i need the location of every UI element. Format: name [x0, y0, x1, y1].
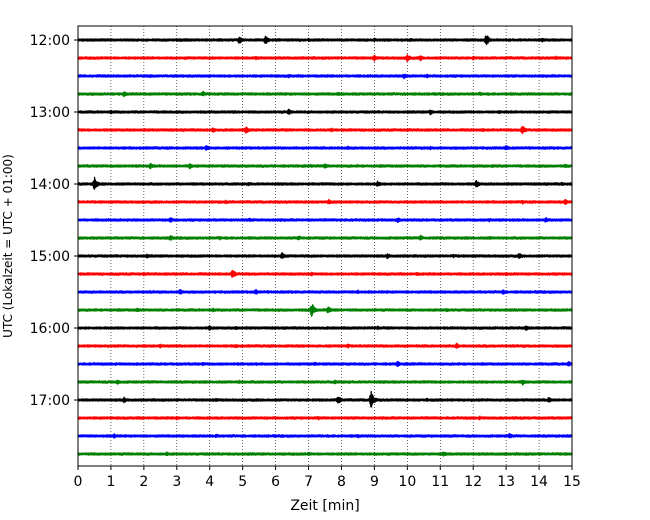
x-tick-label: 6: [271, 474, 280, 490]
x-tick-label: 5: [238, 474, 247, 490]
seismic-trace: [77, 35, 573, 46]
x-tick-label: 12: [464, 474, 482, 490]
seismic-trace: [77, 73, 573, 80]
x-grid: [110, 26, 540, 466]
x-tick-label: 11: [431, 474, 449, 490]
seismic-trace: [77, 176, 573, 190]
seismic-trace: [77, 108, 573, 116]
seismic-trace: [77, 125, 573, 135]
y-tick-label: 17:00: [30, 393, 70, 409]
x-tick-label: 9: [370, 474, 379, 490]
y-tick-label: 15:00: [30, 249, 70, 265]
seismic-trace: [77, 415, 573, 421]
x-tick-label: 3: [172, 474, 181, 490]
x-tick-label: 15: [563, 474, 581, 490]
y-axis-ticks: 12:00 13:00 14:00 15:00 16:00 17:00: [30, 33, 78, 409]
seismic-trace: [77, 390, 573, 408]
y-tick-label: 16:00: [30, 321, 70, 337]
x-tick-label: 10: [398, 474, 416, 490]
seismic-trace: [77, 145, 573, 151]
seismic-trace: [77, 54, 573, 62]
y-tick-label: 14:00: [30, 177, 70, 193]
x-tick-label: 4: [205, 474, 214, 490]
seismic-trace: [77, 162, 573, 170]
seismic-trace: [77, 304, 573, 317]
seismic-trace: [77, 252, 573, 260]
x-tick-label: 13: [497, 474, 515, 490]
seismic-trace: [77, 270, 573, 278]
seismic-trace: [77, 234, 573, 241]
x-tick-label: 1: [106, 474, 115, 490]
seismic-trace: [77, 216, 573, 224]
seismic-trace: [77, 198, 573, 205]
seismic-trace: [77, 379, 573, 386]
x-tick-label: 2: [139, 474, 148, 490]
x-tick-label: 8: [337, 474, 346, 490]
seismic-trace: [77, 451, 573, 457]
x-tick-label: 7: [304, 474, 313, 490]
x-axis-title: Zeit [min]: [290, 498, 359, 514]
y-tick-label: 12:00: [30, 33, 70, 49]
x-axis-ticks: 0 1 2 3 4 5 6 7 8 9 10 11 12 13 14 15: [74, 466, 581, 490]
seismic-trace: [77, 325, 573, 332]
seismic-trace: [77, 288, 573, 295]
y-tick-label: 13:00: [30, 105, 70, 121]
plot-frame: [77, 25, 573, 467]
seismic-trace: [77, 342, 573, 349]
y-axis-title: UTC (Lokalzeit = UTC + 01:00): [1, 154, 15, 338]
x-tick-label: 0: [74, 474, 83, 490]
seismic-trace: [77, 90, 573, 98]
x-tick-label: 14: [530, 474, 548, 490]
seismic-trace: [77, 432, 573, 439]
seismic-traces: [77, 35, 573, 457]
seismic-trace: [77, 360, 573, 368]
plot-background: [78, 26, 572, 466]
